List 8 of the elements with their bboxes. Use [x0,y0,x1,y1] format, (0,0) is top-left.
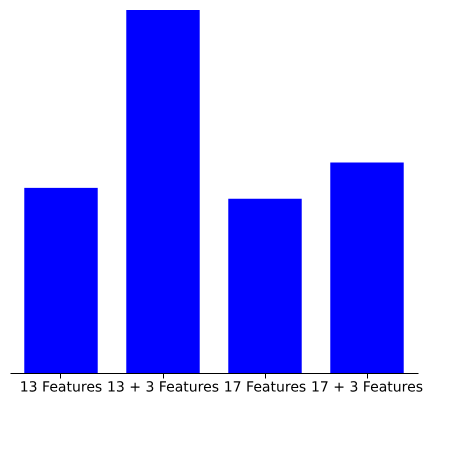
bar [24,188,98,373]
bar [330,162,404,373]
bar [228,198,302,373]
x-tick-label: 17 Features [224,380,306,396]
x-tick-label: 13 Features [20,380,102,396]
bar [126,10,200,373]
x-tick-label: 13 + 3 Features [107,380,219,396]
x-tick-label: 17 + 3 Features [311,380,423,396]
